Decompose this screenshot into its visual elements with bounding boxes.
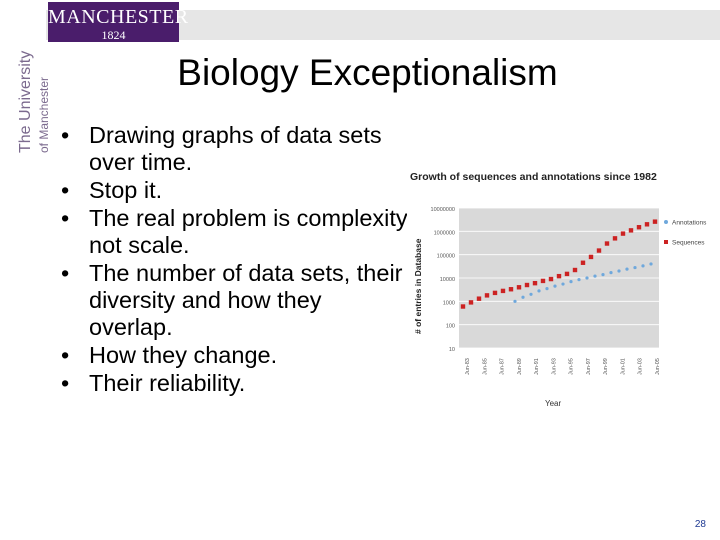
x-tick-label: Jun-93 [551,358,557,375]
x-tick-label: Jun-95 [569,358,575,375]
annotations-point [641,264,645,268]
sequences-point [500,288,506,294]
logo-name: MANCHESTER [48,6,189,28]
sequences-point [460,304,466,309]
annotations-point [609,271,613,275]
page-number: 28 [694,519,706,530]
x-tick-label: Jun-91 [534,358,540,375]
sequences-point [556,273,562,279]
x-tick-label: Jun-03 [638,358,644,375]
y-tick-label: 10000000 [431,207,455,213]
legend-sequences: Sequences [672,240,705,247]
y-tick-label: 10 [449,347,455,353]
chart-title: Growth of sequences and annotations sinc… [410,171,657,183]
x-tick-label: Jun-83 [465,358,471,375]
annotations-point [601,272,605,277]
annotations-point [617,269,621,273]
sequences-point [612,236,618,241]
sequences-point [652,219,658,224]
sequences-point [636,225,642,230]
university-logo: MANCHESTER 1824 [48,2,189,42]
x-tick-label: Jun-89 [517,358,523,375]
annotations-point [577,278,581,282]
bullet-list: Drawing graphs of data sets over time. S… [60,122,410,398]
sequences-point [524,282,530,288]
y-tick-label: 100000 [437,254,455,260]
sequences-point [604,241,610,246]
x-tick-label: Jun-99 [603,358,609,375]
x-tick-label: Jun-97 [586,358,592,375]
annotations-point [561,282,565,286]
bullet-item: The real problem is complexity not scale… [60,205,410,259]
annotations-point [537,289,541,293]
bullet-item: Drawing graphs of data sets over time. [60,122,410,176]
annotations-point [529,292,533,296]
sequences-point [468,300,474,305]
sequences-point [532,280,538,286]
sequences-point [548,276,554,282]
sequences-point [516,285,522,290]
slide-title: Biology Exceptionalism [177,52,558,93]
university-side-text: The University of Manchester [14,48,54,158]
sequences-point [620,231,626,236]
y-axis-label: # of entries in Database [413,238,423,334]
bullet-item: How they change. [60,342,410,369]
logo-year: 1824 [101,28,126,42]
y-tick-label: 100 [446,324,455,330]
x-tick-label: Jun-01 [620,358,626,375]
sequences-point [484,293,490,298]
annotations-point [545,287,549,291]
sequences-point [508,287,514,292]
bullet-item: The number of data sets, their diversity… [60,260,410,341]
legend-marker-annotations [664,220,668,224]
bullet-item: Their reliability. [60,370,410,397]
sequences-point [476,296,482,301]
x-tick-label: Jun-85 [482,358,488,375]
annotations-point [649,262,653,266]
side-text-line1: The University [17,51,34,153]
y-tick-label: 1000000 [434,230,455,236]
annotations-point [633,265,637,270]
legend-marker-sequences [664,240,668,244]
annotations-point [625,267,629,271]
sequences-point [588,254,594,260]
growth-chart: Growth of sequences and annotations sinc… [407,162,715,412]
annotations-point [513,299,517,303]
sequences-point [564,271,570,277]
annotations-point [521,295,525,299]
sequences-point [644,222,650,227]
annotations-point [585,276,589,280]
sequences-point [540,278,546,284]
annotations-point [553,284,557,288]
y-tick-label: 1000 [443,300,455,306]
x-tick-label: Jun-87 [500,358,506,375]
legend-annotations: Annotations [672,220,707,227]
annotations-point [569,280,573,284]
x-axis-label: Year [545,399,562,408]
sequences-point [628,228,634,233]
sequences-point [596,248,602,253]
x-tick-label: Jun-05 [655,358,661,375]
y-tick-label: 10000 [440,277,455,283]
annotations-point [593,274,597,278]
side-text-line2: of Manchester [37,77,51,153]
sequences-point [492,290,498,296]
bullet-item: Stop it. [60,177,410,204]
sequences-point [580,260,586,265]
sequences-point [572,267,578,273]
